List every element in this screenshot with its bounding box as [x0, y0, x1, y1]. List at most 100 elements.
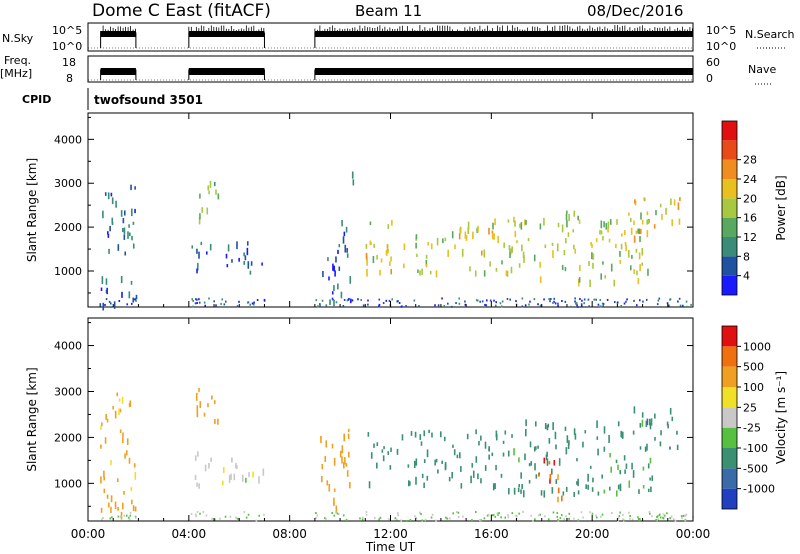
data-point: [513, 487, 516, 495]
x-tick-label: 16:00: [474, 527, 509, 541]
data-point: [125, 450, 128, 456]
ground-scatter: [657, 299, 660, 302]
data-point: [324, 455, 327, 462]
data-point: [500, 473, 503, 478]
data-point: [341, 445, 344, 454]
data-point: [376, 442, 379, 446]
data-point: [331, 443, 334, 449]
data-point: [419, 270, 421, 276]
ground-scatter: [195, 298, 197, 301]
data-point: [627, 250, 630, 258]
data-point: [376, 462, 378, 469]
data-point: [111, 217, 114, 224]
data-point: [647, 219, 649, 224]
data-point: [597, 448, 599, 456]
data-point: [460, 483, 463, 489]
data-point: [109, 225, 111, 232]
ground-scatter: [435, 519, 437, 522]
ground-scatter: [554, 302, 557, 305]
data-point: [130, 280, 133, 285]
data-point: [475, 429, 477, 435]
data-point: [451, 231, 454, 239]
nsky-tick-bottom: 10^0: [52, 40, 82, 53]
data-point: [502, 452, 505, 457]
data-point: [419, 434, 422, 441]
data-point: [344, 457, 346, 465]
data-point: [343, 231, 346, 237]
data-point: [347, 428, 350, 433]
data-point: [650, 418, 653, 426]
data-point: [514, 230, 517, 238]
data-point: [102, 210, 104, 219]
data-point: [113, 301, 116, 309]
data-point: [407, 464, 410, 468]
data-point: [252, 471, 254, 478]
data-point: [565, 447, 568, 455]
ground-scatter: [223, 303, 226, 306]
data-point: [325, 440, 328, 448]
data-point: [520, 472, 522, 479]
ground-scatter: [400, 519, 403, 522]
data-point: [416, 253, 418, 257]
data-point: [444, 237, 447, 242]
data-point: [489, 261, 491, 267]
data-point: [529, 441, 532, 448]
data-point: [410, 431, 413, 436]
ground-scatter: [253, 301, 255, 304]
colorbar-tick-label: 16: [743, 212, 757, 225]
ground-scatter: [367, 299, 369, 302]
data-point: [646, 418, 649, 426]
data-point: [380, 258, 383, 263]
data-point: [335, 256, 337, 263]
data-point: [347, 433, 350, 440]
ground-scatter: [580, 511, 583, 514]
ground-scatter: [626, 298, 628, 301]
y-tick-label: 2000: [54, 221, 82, 234]
ground-scatter: [203, 301, 206, 304]
data-point: [453, 449, 456, 456]
ground-scatter: [618, 515, 621, 518]
data-point: [326, 480, 329, 486]
data-point: [511, 434, 513, 438]
ground-scatter: [220, 302, 222, 305]
data-point: [633, 406, 636, 414]
nsky-band: [188, 31, 265, 37]
data-point: [631, 254, 633, 259]
data-point: [563, 249, 566, 256]
ground-scatter: [623, 519, 625, 522]
ground-scatter: [362, 304, 365, 307]
ground-scatter: [533, 298, 536, 301]
data-point: [582, 441, 584, 448]
colorbar-tick-label: 100: [743, 381, 764, 394]
data-point: [110, 192, 113, 197]
ground-scatter: [602, 302, 605, 305]
ground-scatter: [437, 304, 440, 307]
data-point: [573, 492, 576, 497]
ground-scatter: [602, 305, 604, 308]
data-point: [390, 268, 393, 275]
data-point: [543, 217, 545, 226]
data-point: [524, 453, 526, 461]
colorbar-swatch: [722, 468, 737, 489]
colorbar-swatch: [722, 387, 737, 408]
data-point: [122, 437, 124, 444]
ground-scatter: [348, 297, 350, 300]
data-point: [492, 483, 495, 491]
data-point: [509, 249, 512, 253]
data-point: [624, 230, 626, 236]
data-point: [560, 495, 563, 502]
ground-scatter: [378, 298, 381, 301]
ground-scatter: [552, 301, 554, 304]
data-point: [619, 483, 622, 492]
data-point: [585, 484, 587, 489]
data-point: [491, 452, 494, 457]
ground-scatter: [213, 518, 216, 521]
ground-scatter: [622, 513, 624, 516]
ground-scatter: [493, 513, 495, 516]
ground-scatter: [672, 518, 675, 521]
data-point: [646, 211, 649, 216]
data-point: [639, 228, 642, 235]
ground-scatter: [674, 519, 677, 522]
data-point: [243, 261, 246, 265]
data-point: [131, 499, 133, 505]
